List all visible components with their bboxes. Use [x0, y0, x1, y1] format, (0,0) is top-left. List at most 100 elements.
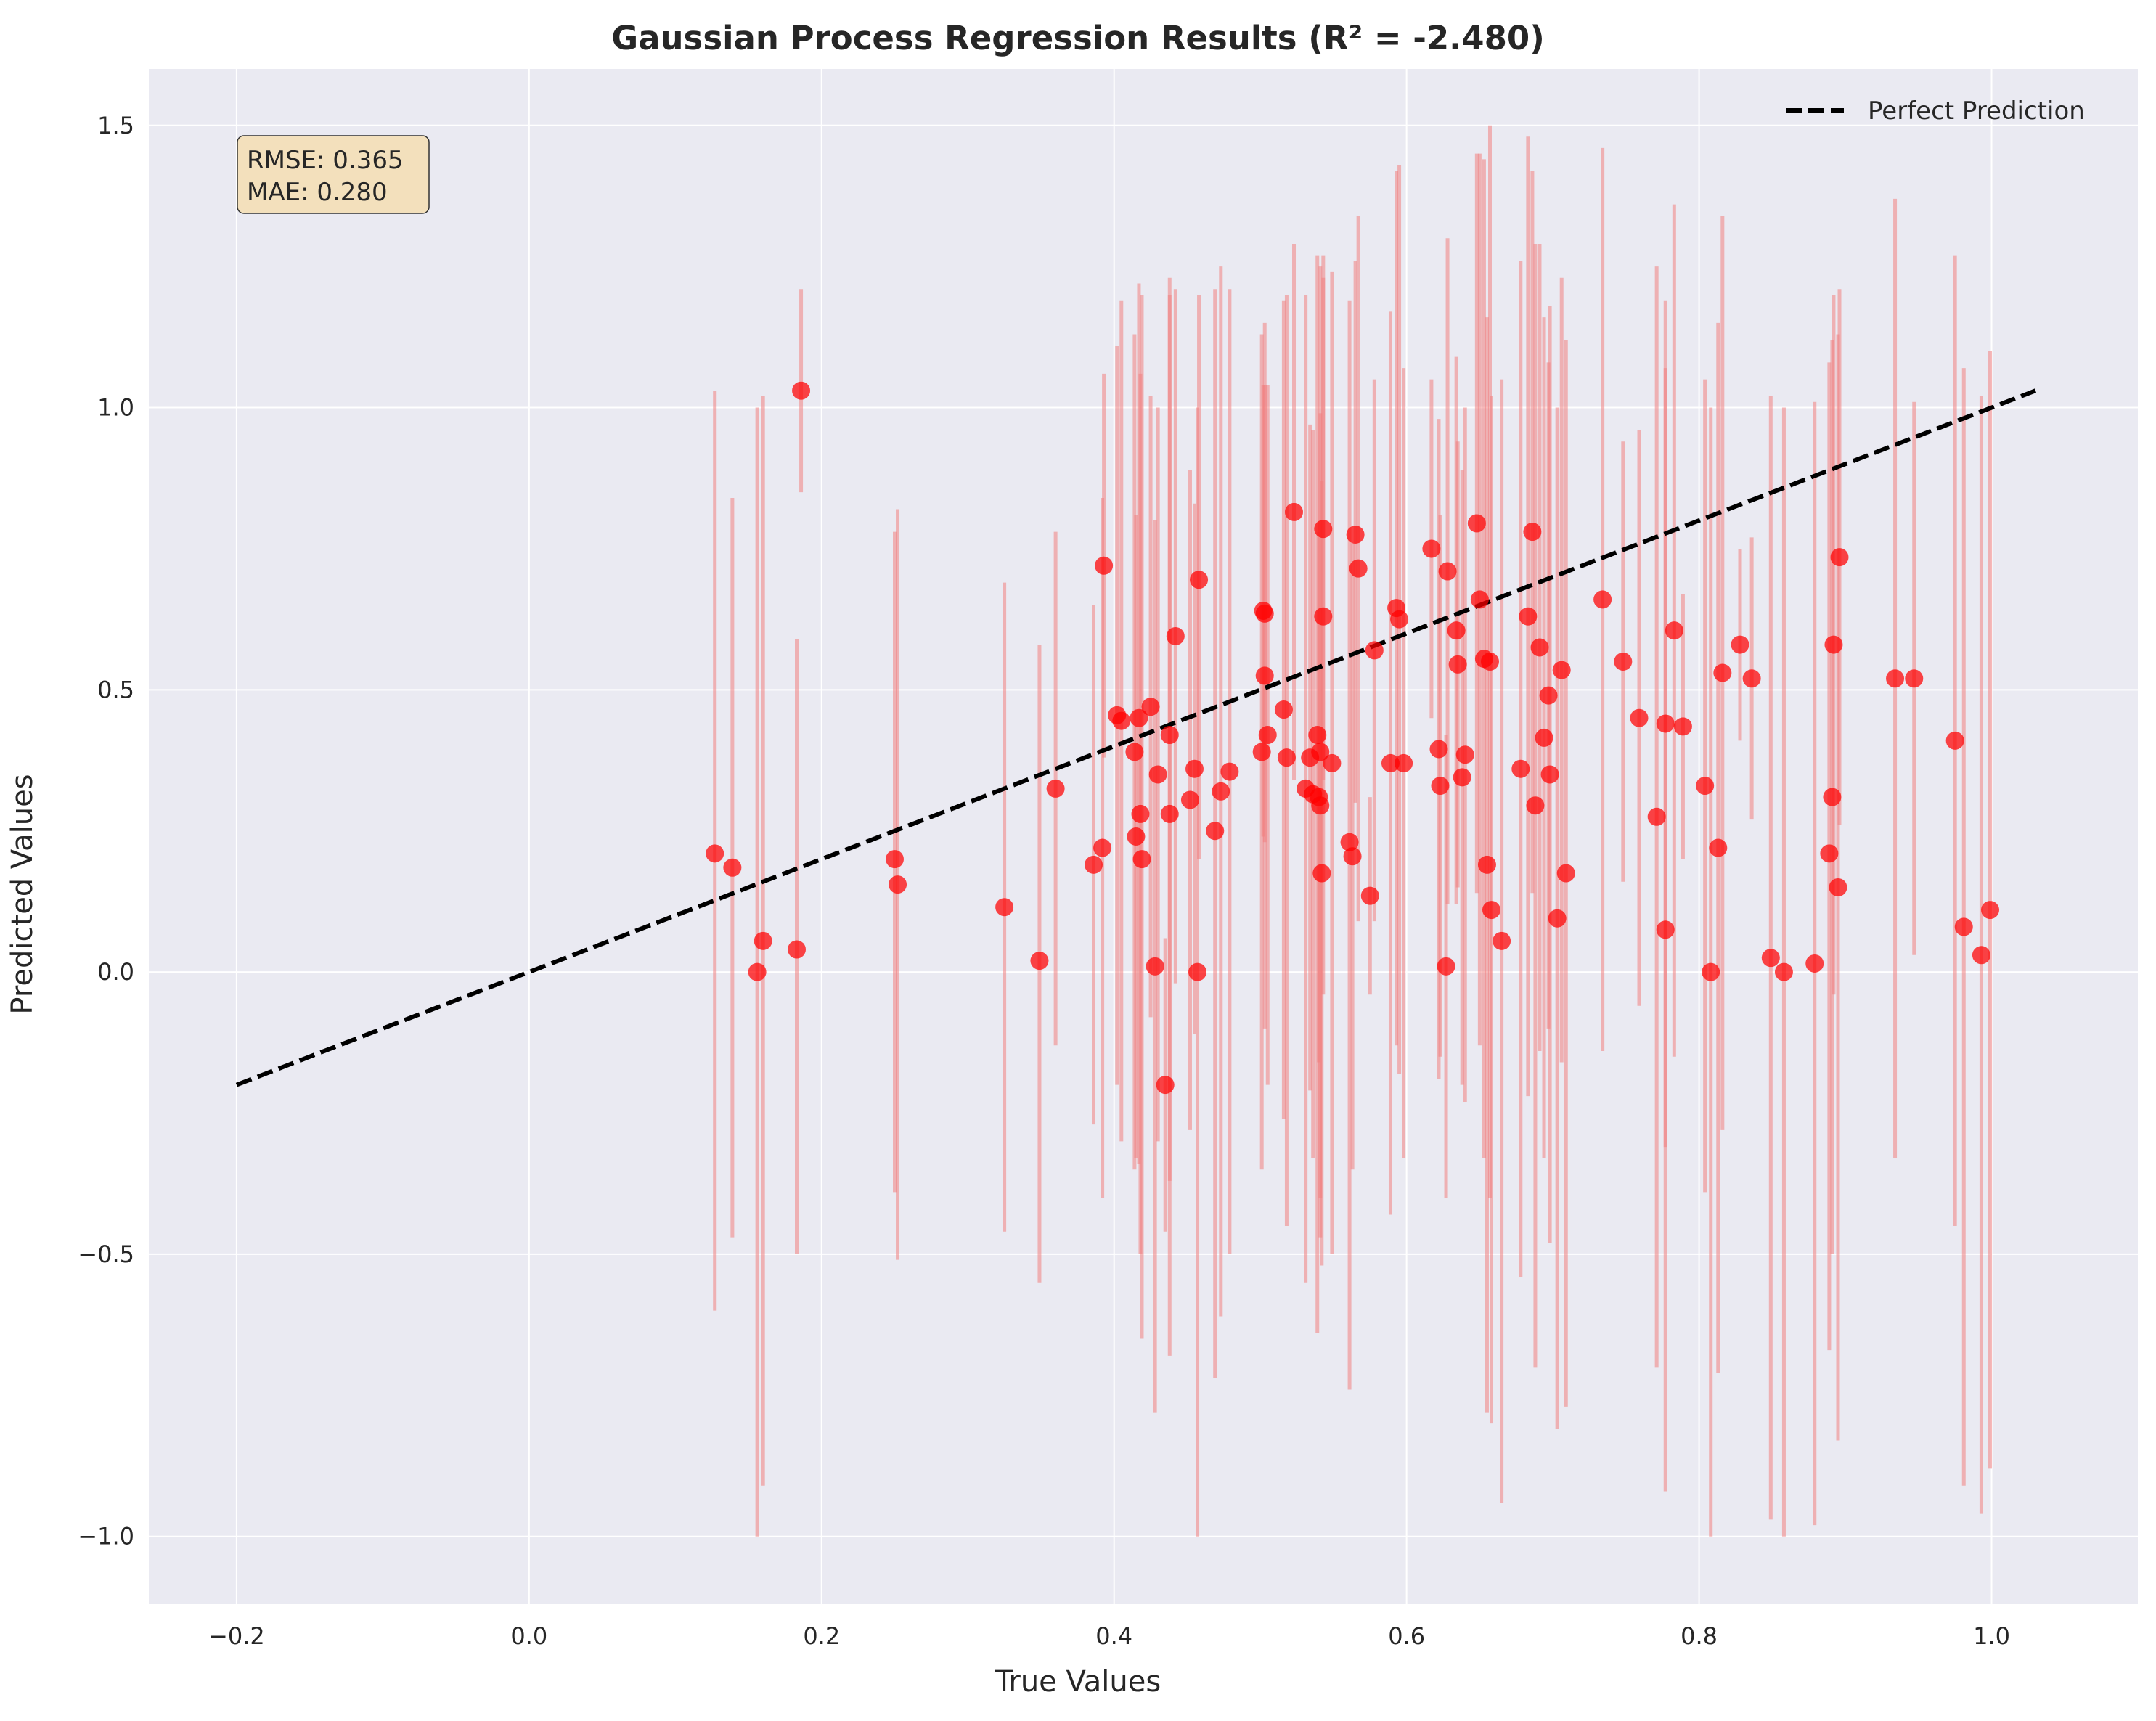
prediction-point — [1482, 901, 1500, 920]
prediction-point — [1130, 708, 1148, 727]
prediction-point — [1160, 726, 1179, 745]
prediction-point — [1593, 590, 1612, 609]
prediction-points — [706, 381, 2000, 1095]
prediction-point — [748, 962, 767, 981]
x-tick-label: 0.8 — [1681, 1622, 1718, 1650]
prediction-point — [1519, 607, 1538, 626]
prediction-point — [1805, 954, 1824, 973]
prediction-point — [1731, 635, 1749, 654]
prediction-point — [1480, 652, 1499, 671]
prediction-point — [1696, 777, 1715, 796]
prediction-point — [1437, 957, 1455, 976]
prediction-point — [889, 875, 907, 894]
prediction-point — [1220, 762, 1239, 781]
prediction-point — [1774, 962, 1793, 981]
prediction-point — [1277, 748, 1296, 767]
x-axis-label: True Values — [995, 1665, 1161, 1698]
prediction-point — [1820, 844, 1839, 863]
prediction-point — [1656, 714, 1675, 733]
prediction-point — [1761, 949, 1780, 968]
prediction-point — [1311, 743, 1330, 761]
prediction-point — [1829, 878, 1847, 896]
prediction-point — [1180, 790, 1199, 809]
prediction-point — [1630, 708, 1649, 727]
prediction-point — [1886, 669, 1905, 688]
prediction-point — [788, 940, 807, 959]
prediction-point — [1526, 796, 1545, 815]
prediction-point — [754, 931, 772, 950]
prediction-point — [1160, 804, 1179, 823]
prediction-point — [1656, 920, 1675, 939]
prediction-point — [1132, 850, 1151, 869]
prediction-point — [1252, 743, 1271, 761]
x-tick-label: −0.2 — [208, 1622, 265, 1650]
prediction-point — [1431, 777, 1450, 796]
prediction-point — [1127, 827, 1146, 846]
x-tick-label: 0.6 — [1388, 1622, 1425, 1650]
prediction-point — [1530, 638, 1549, 657]
y-tick-label: 1.0 — [97, 394, 134, 422]
prediction-point — [1823, 788, 1842, 806]
prediction-point — [1125, 743, 1144, 761]
prediction-point — [1395, 753, 1413, 772]
prediction-point — [1552, 661, 1571, 679]
y-tick-label: 0.5 — [97, 676, 134, 703]
prediction-point — [1477, 855, 1496, 874]
prediction-point — [1824, 635, 1843, 654]
prediction-point — [1312, 864, 1331, 883]
prediction-point — [1539, 686, 1558, 705]
prediction-point — [1511, 759, 1530, 778]
prediction-point — [1742, 669, 1761, 688]
prediction-point — [1493, 931, 1511, 950]
prediction-point — [1614, 652, 1633, 671]
prediction-point — [1131, 804, 1150, 823]
prediction-point — [1030, 952, 1049, 970]
legend: Perfect Prediction — [1786, 97, 2085, 126]
prediction-point — [1673, 717, 1692, 736]
prediction-point — [1438, 562, 1457, 581]
prediction-point — [1285, 502, 1304, 521]
prediction-point — [1190, 571, 1209, 589]
prediction-point — [1360, 886, 1379, 905]
prediction-point — [1447, 621, 1466, 640]
prediction-point — [1470, 590, 1489, 609]
prediction-point — [1308, 726, 1327, 745]
prediction-point — [1713, 663, 1732, 682]
prediction-point — [1709, 838, 1728, 857]
prediction-point — [1046, 779, 1065, 798]
prediction-point — [1647, 807, 1666, 826]
prediction-point — [1258, 726, 1277, 745]
prediction-point — [706, 844, 724, 863]
prediction-point — [1665, 621, 1683, 640]
prediction-point — [1311, 796, 1330, 815]
y-tick-label: 1.5 — [97, 112, 134, 139]
prediction-point — [1540, 765, 1559, 784]
prediction-point — [995, 898, 1014, 917]
prediction-point — [1343, 847, 1362, 866]
legend-entry-perfect-prediction: Perfect Prediction — [1868, 97, 2085, 126]
x-tick-label: 0.2 — [803, 1622, 840, 1650]
prediction-point — [1972, 946, 1990, 965]
prediction-point — [1255, 604, 1274, 623]
prediction-point — [1429, 740, 1448, 759]
prediction-point — [1548, 909, 1567, 928]
stats-box-background — [237, 135, 430, 214]
perfect-prediction-line — [235, 388, 2037, 1087]
prediction-point — [1905, 669, 1924, 688]
prediction-point — [792, 381, 811, 400]
prediction-point — [1206, 822, 1225, 841]
y-axis-label: Predicted Values — [6, 774, 39, 1014]
stats-box: RMSE: 0.365 MAE: 0.280 — [237, 135, 430, 214]
prediction-point — [1141, 698, 1160, 716]
prediction-point — [1535, 728, 1553, 747]
prediction-point — [1093, 838, 1112, 857]
prediction-point — [1146, 957, 1164, 976]
prediction-point — [1156, 1076, 1175, 1095]
prediction-point — [723, 858, 742, 877]
prediction-point — [1390, 610, 1409, 629]
prediction-point — [1830, 548, 1849, 567]
mae-text: MAE: 0.280 — [247, 178, 388, 207]
prediction-point — [1185, 759, 1204, 778]
prediction-point — [1346, 525, 1365, 544]
